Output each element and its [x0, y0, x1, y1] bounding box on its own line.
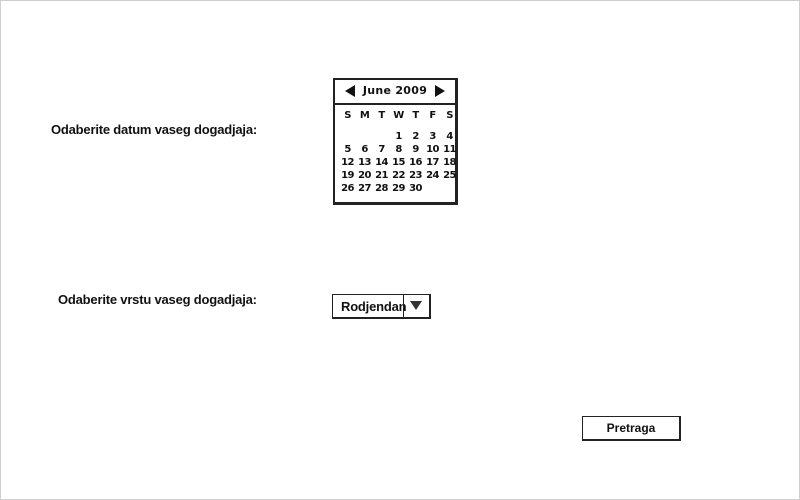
prev-month-button[interactable]: [343, 84, 357, 98]
week-row: 12 13 14 15 16 17 18: [339, 156, 458, 169]
calendar-day[interactable]: 5: [344, 144, 351, 155]
calendar-day[interactable]: 25: [443, 170, 456, 181]
calendar-day[interactable]: [424, 182, 441, 195]
calendar-day[interactable]: 30: [409, 183, 422, 194]
triangle-left-icon: [345, 85, 355, 97]
weekday-label: T: [412, 110, 419, 121]
calendar-day[interactable]: 21: [375, 170, 388, 181]
week-row: 19 20 21 22 23 24 25: [339, 169, 458, 182]
calendar-day[interactable]: 7: [378, 144, 385, 155]
calendar-day[interactable]: 20: [358, 170, 371, 181]
calendar-grid: S M T W T F S 1 2 3 4 5 6 7 8 9 10 11 12: [339, 110, 458, 195]
calendar-day[interactable]: 8: [395, 144, 402, 155]
calendar-day[interactable]: 19: [341, 170, 354, 181]
calendar-day[interactable]: 16: [409, 157, 422, 168]
month-title: June 2009: [362, 84, 428, 97]
calendar-day[interactable]: 14: [375, 157, 388, 168]
calendar-day[interactable]: [441, 182, 458, 195]
week-row: 26 27 28 29 30: [339, 182, 458, 195]
calendar-day[interactable]: 15: [392, 157, 405, 168]
calendar-day[interactable]: 4: [446, 131, 453, 142]
calendar-day[interactable]: 12: [341, 157, 354, 168]
weekday-row: S M T W T F S: [339, 110, 458, 130]
calendar-day[interactable]: 27: [358, 183, 371, 194]
weekday-label: F: [429, 110, 436, 121]
calendar-day[interactable]: [339, 130, 356, 143]
calendar-day[interactable]: 26: [341, 183, 354, 194]
calendar-day[interactable]: 11: [443, 144, 456, 155]
calendar-day[interactable]: 9: [412, 144, 419, 155]
date-label: Odaberite datum vaseg dogadjaja:: [51, 122, 257, 137]
weekday-label: M: [359, 110, 370, 121]
calendar-day[interactable]: 6: [361, 144, 368, 155]
calendar-day[interactable]: 2: [412, 131, 419, 142]
calendar-day[interactable]: 18: [443, 157, 456, 168]
next-month-button[interactable]: [433, 84, 447, 98]
calendar-day[interactable]: 10: [426, 144, 439, 155]
calendar-day[interactable]: 23: [409, 170, 422, 181]
calendar-day[interactable]: 28: [375, 183, 388, 194]
week-row: 5 6 7 8 9 10 11: [339, 143, 458, 156]
calendar-day[interactable]: 13: [358, 157, 371, 168]
calendar-day[interactable]: 17: [426, 157, 439, 168]
dropdown-toggle[interactable]: [403, 295, 429, 317]
weekday-label: T: [378, 110, 385, 121]
week-row: 1 2 3 4: [339, 130, 458, 143]
calendar-day[interactable]: [356, 130, 373, 143]
calendar-day[interactable]: 29: [392, 183, 405, 194]
calendar-day[interactable]: 3: [429, 131, 436, 142]
calendar-day[interactable]: 24: [426, 170, 439, 181]
triangle-down-icon: [410, 301, 422, 310]
calendar-day[interactable]: 1: [395, 131, 402, 142]
event-type-label: Odaberite vrstu vaseg dogadjaja:: [58, 292, 257, 307]
weekday-label: W: [393, 110, 404, 121]
triangle-right-icon: [435, 85, 445, 97]
search-button[interactable]: Pretraga: [582, 416, 681, 441]
dropdown-selected-value: Rodjendan: [341, 299, 407, 314]
date-calendar[interactable]: June 2009 S M T W T F S 1 2 3 4 5 6: [333, 78, 458, 205]
calendar-header: June 2009: [335, 80, 455, 105]
weekday-label: S: [344, 110, 351, 121]
weekday-label: S: [446, 110, 453, 121]
event-type-dropdown[interactable]: Rodjendan: [332, 294, 431, 319]
calendar-day[interactable]: [373, 130, 390, 143]
calendar-day[interactable]: 22: [392, 170, 405, 181]
